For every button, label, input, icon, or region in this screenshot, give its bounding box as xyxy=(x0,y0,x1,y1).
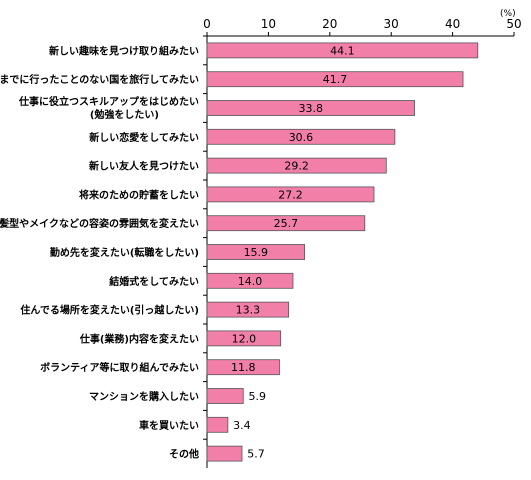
data-label: 5.7 xyxy=(247,448,265,461)
data-label: 3.4 xyxy=(233,419,251,432)
x-tick-label: 50 xyxy=(506,17,521,31)
data-label: 41.7 xyxy=(323,73,348,86)
data-label: 15.9 xyxy=(244,246,269,259)
category-label: (勉強をしたい) xyxy=(90,108,159,121)
category-label: 勤め先を変えたい(転職をしたい) xyxy=(50,246,199,259)
data-label: 25.7 xyxy=(274,217,299,230)
bars-layer: 44.1 41.7 33.8 30.6 29.2 27.2 25.7 15.9 14.0 13.3… xyxy=(206,42,479,462)
data-label: 13.3 xyxy=(236,304,261,317)
category-label: 車を買いたい xyxy=(139,419,199,432)
data-label: 44.1 xyxy=(330,44,355,57)
bar xyxy=(206,359,280,376)
x-tick-label: 20 xyxy=(322,17,337,31)
data-label: 5.9 xyxy=(248,390,266,403)
bar xyxy=(206,272,294,289)
bar xyxy=(206,71,464,88)
x-tick-label: 0 xyxy=(203,17,211,31)
data-label: 11.8 xyxy=(231,361,256,374)
bar xyxy=(206,128,396,145)
category-label: 髪型やメイクなどの容姿の雰囲気を変えたい xyxy=(0,217,199,230)
bar xyxy=(206,388,244,404)
category-label: 新しい恋愛をしてみたい xyxy=(89,131,199,144)
bar xyxy=(206,100,415,116)
data-label: 30.6 xyxy=(289,131,314,144)
bar xyxy=(206,301,290,318)
category-labels: 新しい趣味を見つけ取り組みたい今までに行ったことのない国を旅行してみたい仕事に役… xyxy=(0,44,199,460)
unit-label: (%) xyxy=(500,9,516,19)
category-label: マンションを購入したい xyxy=(89,390,199,403)
bar xyxy=(206,330,282,347)
data-label: 33.8 xyxy=(299,102,324,115)
category-label: 仕事(業務)内容を変えたい xyxy=(79,332,199,345)
bar xyxy=(206,157,387,174)
category-label: 結婚式をしてみたい xyxy=(109,275,199,288)
category-label: ボランティア等に取り組んでみたい xyxy=(40,361,199,374)
bar xyxy=(206,42,479,59)
bar xyxy=(206,244,306,260)
category-label: 仕事に役立つスキルアップをはじめたい xyxy=(18,95,199,108)
bar xyxy=(206,215,366,232)
category-label: 今までに行ったことのない国を旅行してみたい xyxy=(0,73,199,86)
bar xyxy=(206,416,229,433)
data-label: 27.2 xyxy=(278,188,303,201)
category-label: その他 xyxy=(169,448,199,461)
category-label: 住んでる場所を変えたい(引っ越したい) xyxy=(20,304,199,317)
data-label: 29.2 xyxy=(284,160,309,173)
category-label: 将来のための貯蓄をしたい xyxy=(79,188,199,201)
data-label: 12.0 xyxy=(232,332,257,345)
bar xyxy=(206,186,375,203)
x-tick-label: 10 xyxy=(261,17,276,31)
x-tick-label: 40 xyxy=(445,17,460,31)
data-label: 14.0 xyxy=(238,275,263,288)
bar xyxy=(206,445,243,462)
x-tick-label: 30 xyxy=(384,17,399,31)
category-label: 新しい友人を見つけたい xyxy=(89,160,199,173)
category-label: 新しい趣味を見つけ取り組みたい xyxy=(49,44,199,57)
